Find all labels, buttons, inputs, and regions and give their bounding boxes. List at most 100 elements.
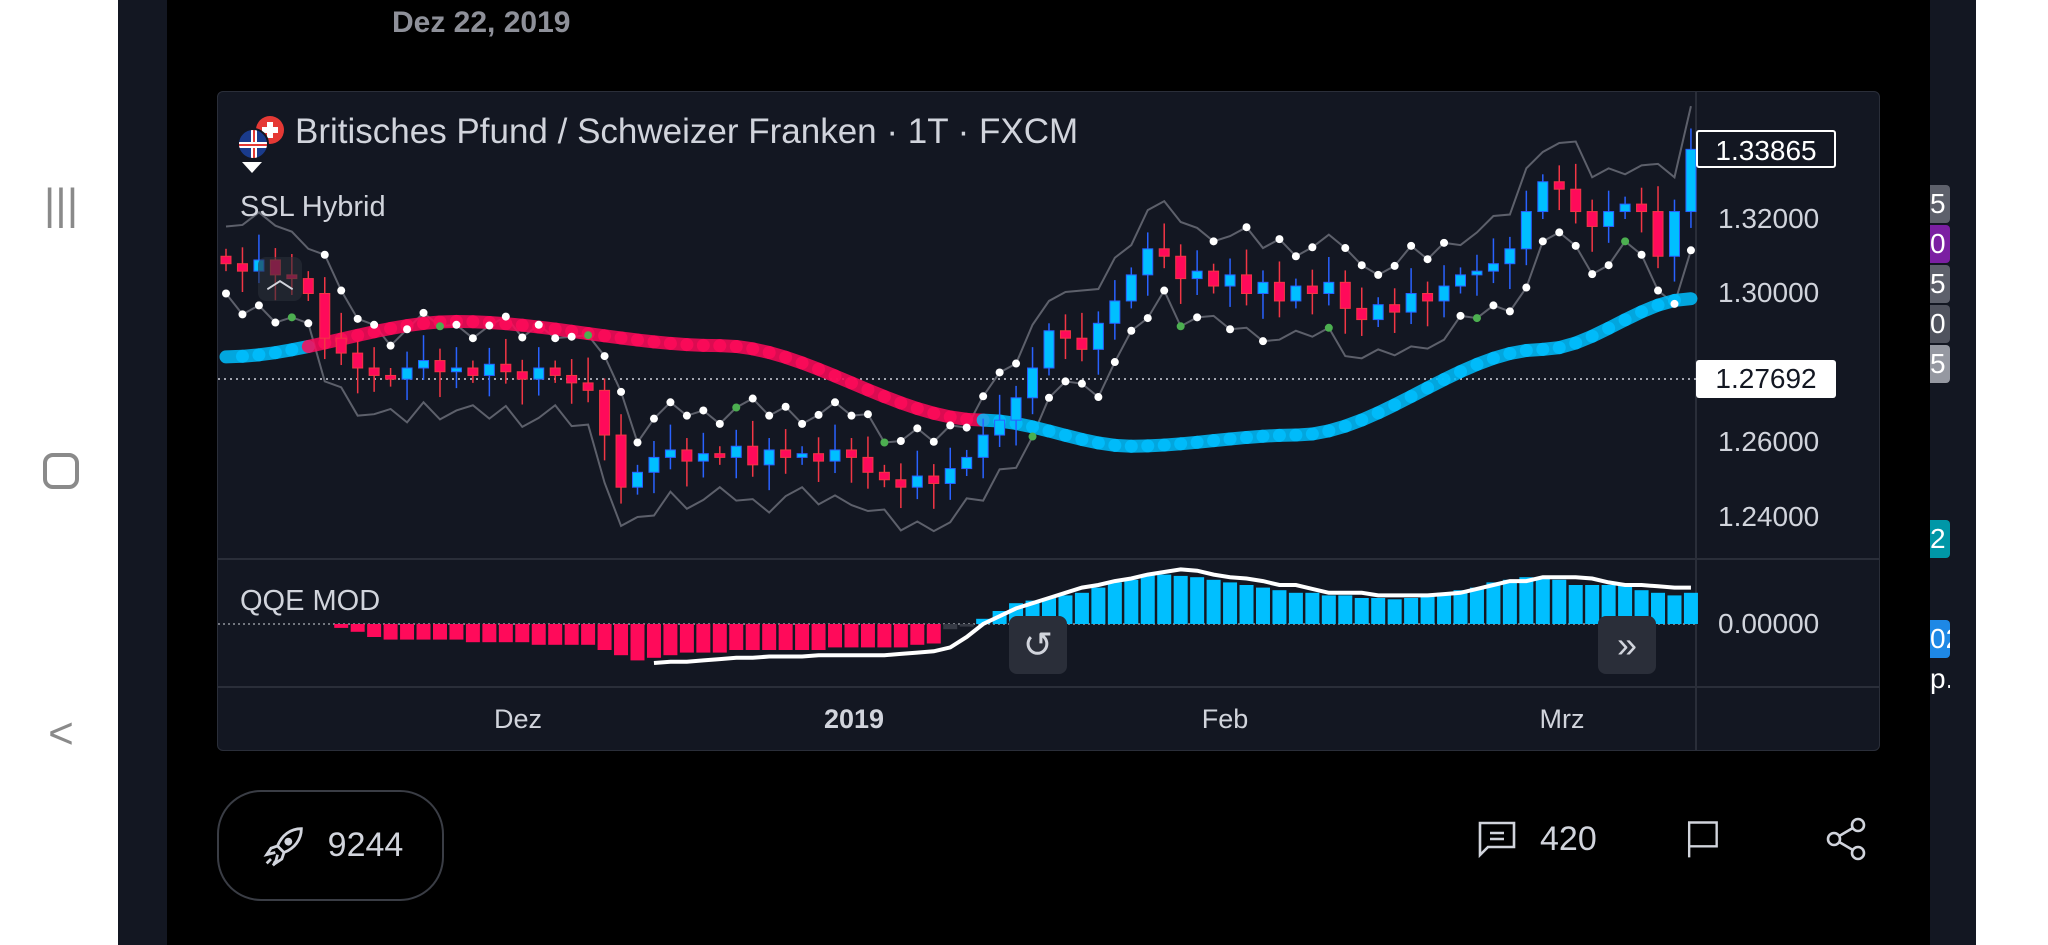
boost-button[interactable]: 9244 bbox=[217, 790, 444, 901]
ssl-dot bbox=[403, 325, 412, 334]
side-badge-fragment: 5 bbox=[1930, 185, 1950, 223]
qqe-bar bbox=[350, 624, 365, 632]
price-tick: 1.32000 bbox=[1718, 203, 1820, 234]
ssl-dot bbox=[1291, 252, 1300, 261]
ssl-lower-channel bbox=[225, 231, 1692, 533]
ssl-dot bbox=[1209, 237, 1218, 246]
comments-button[interactable]: 420 bbox=[1474, 815, 1597, 863]
candle-body bbox=[1537, 181, 1549, 213]
comment-count: 420 bbox=[1540, 819, 1597, 858]
candle-body bbox=[1142, 248, 1154, 276]
ssl-dot bbox=[1028, 432, 1037, 441]
candle-body bbox=[1092, 322, 1104, 350]
candle-body bbox=[994, 419, 1006, 436]
qqe-bar bbox=[400, 624, 415, 640]
chart-card[interactable]: Britisches Pfund / Schweizer Franken · 1… bbox=[217, 91, 1880, 751]
home-button[interactable] bbox=[34, 442, 88, 496]
qqe-bar bbox=[844, 624, 859, 648]
candle-body bbox=[1273, 281, 1285, 302]
recent-apps-button[interactable]: ||| bbox=[43, 180, 79, 229]
candle-body bbox=[1043, 330, 1055, 369]
ssl-dot bbox=[649, 414, 658, 423]
ssl-dot bbox=[847, 411, 856, 420]
ssl-dot bbox=[1242, 223, 1251, 232]
ssl-dot bbox=[1143, 314, 1152, 323]
qqe-bar bbox=[976, 618, 991, 624]
candle-body bbox=[1323, 281, 1335, 294]
candle-body bbox=[483, 363, 495, 376]
ssl-dot bbox=[765, 411, 774, 420]
ssl-dot bbox=[238, 310, 247, 319]
qqe-mod-legend[interactable]: QQE MOD bbox=[240, 585, 381, 617]
scroll-to-latest-button[interactable]: » bbox=[1598, 616, 1656, 674]
legend-toggle-icon[interactable] bbox=[242, 162, 262, 173]
candle-body bbox=[681, 449, 693, 462]
candle-body bbox=[549, 367, 561, 376]
ssl-hybrid-legend[interactable]: SSL Hybrid bbox=[240, 191, 386, 223]
ssl-dot bbox=[995, 368, 1004, 377]
last-price-label: 1.33865 bbox=[1696, 130, 1836, 168]
ssl-dot bbox=[468, 334, 477, 343]
back-button[interactable]: < bbox=[48, 709, 74, 758]
ssl-dot bbox=[370, 320, 379, 329]
ssl-dot bbox=[567, 332, 576, 341]
ssl-dot bbox=[1357, 261, 1366, 270]
qqe-bar bbox=[1601, 585, 1616, 624]
qqe-bar bbox=[449, 624, 464, 640]
price-tick: 1.30000 bbox=[1718, 277, 1820, 308]
qqe-bar bbox=[1404, 598, 1419, 624]
ssl-dot bbox=[798, 419, 807, 428]
ssl-dot bbox=[814, 410, 823, 419]
qqe-bar bbox=[1173, 575, 1188, 624]
qqe-bar bbox=[465, 624, 480, 643]
chart-canvas[interactable] bbox=[218, 92, 1880, 751]
candle-body bbox=[878, 471, 890, 481]
reset-icon: ↺ bbox=[1022, 624, 1054, 665]
candle-body bbox=[1619, 203, 1631, 213]
chart-title[interactable]: Britisches Pfund / Schweizer Franken · 1… bbox=[295, 112, 1079, 151]
ssl-dot bbox=[863, 410, 872, 419]
qqe-bar bbox=[1420, 595, 1435, 624]
crosshair-price-label: 1.27692 bbox=[1696, 360, 1836, 398]
ssl-dot bbox=[584, 331, 593, 340]
ssl-dot bbox=[979, 392, 988, 401]
ssl-dot bbox=[287, 313, 296, 322]
candle-body bbox=[1027, 367, 1039, 399]
qqe-bar bbox=[1124, 579, 1139, 624]
candle-body bbox=[1586, 211, 1598, 227]
ssl-dot bbox=[1555, 228, 1564, 237]
candle-body bbox=[1158, 248, 1170, 257]
qqe-bar bbox=[877, 624, 892, 648]
candle-body bbox=[862, 456, 874, 473]
ssl-dot bbox=[1423, 255, 1432, 264]
ssl-dot bbox=[271, 318, 280, 327]
qqe-bar bbox=[1091, 587, 1106, 624]
side-badge-fragment: 2 bbox=[1930, 520, 1950, 558]
qqe-bar bbox=[1255, 587, 1270, 624]
candle-body bbox=[648, 456, 660, 473]
qqe-bar bbox=[482, 624, 497, 643]
candle-body bbox=[1504, 248, 1516, 265]
reset-chart-button[interactable]: ↺ bbox=[1009, 616, 1067, 674]
ssl-dot bbox=[1077, 379, 1086, 388]
candle-body bbox=[368, 367, 380, 376]
qqe-bar bbox=[1190, 577, 1205, 624]
collapse-legend-button[interactable]: ︿ bbox=[258, 257, 302, 301]
qqe-bar bbox=[1206, 579, 1221, 624]
ssl-dot bbox=[320, 250, 329, 259]
share-button[interactable] bbox=[1822, 815, 1870, 863]
candle-body bbox=[302, 278, 314, 295]
candle-body bbox=[220, 255, 232, 265]
candle-body bbox=[763, 449, 775, 466]
candle-body bbox=[1339, 281, 1351, 309]
ssl-dot bbox=[1258, 337, 1267, 346]
ssl-dot bbox=[1505, 307, 1514, 316]
qqe-bar bbox=[646, 624, 661, 658]
candle-body bbox=[1191, 270, 1203, 280]
ssl-dot bbox=[1588, 270, 1597, 279]
qqe-bar bbox=[762, 624, 777, 650]
report-button[interactable] bbox=[1680, 815, 1724, 863]
qqe-bar bbox=[910, 624, 925, 645]
ssl-dot bbox=[452, 320, 461, 329]
candle-body bbox=[1224, 274, 1236, 287]
